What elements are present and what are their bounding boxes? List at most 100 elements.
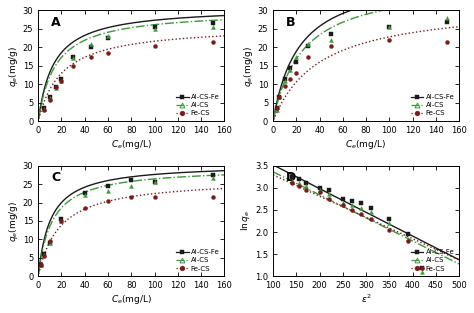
Point: [288, 174, 295, 179]
Point: [104, 189, 112, 194]
Y-axis label: $q_e$(mg/g): $q_e$(mg/g): [7, 45, 20, 86]
Point: [40, 253, 48, 258]
Point: [348, 208, 356, 213]
Point: [81, 206, 89, 211]
Point: [209, 176, 217, 181]
Point: [151, 194, 158, 199]
Point: [339, 196, 346, 201]
Point: [444, 15, 451, 20]
Point: [81, 191, 89, 196]
Point: [69, 63, 77, 68]
Point: [87, 41, 94, 46]
Point: [325, 196, 333, 201]
Point: [46, 241, 54, 246]
Point: [104, 183, 112, 188]
Point: [348, 198, 356, 203]
Text: D: D: [286, 171, 296, 184]
Point: [367, 210, 374, 215]
Point: [287, 67, 294, 72]
Point: [304, 54, 312, 59]
X-axis label: $C_e$(mg/L): $C_e$(mg/L): [346, 138, 387, 151]
Point: [37, 263, 45, 268]
Point: [358, 205, 365, 210]
Legend: Al-CS-Fe, Al-CS, Fe-CS: Al-CS-Fe, Al-CS, Fe-CS: [410, 248, 456, 273]
Point: [58, 218, 65, 223]
Point: [128, 194, 135, 199]
Point: [104, 198, 112, 203]
Point: [385, 221, 393, 226]
Point: [128, 183, 135, 188]
Point: [367, 216, 374, 221]
Point: [273, 106, 280, 111]
Point: [151, 180, 158, 185]
Point: [46, 97, 54, 102]
Point: [292, 71, 300, 76]
Point: [302, 183, 310, 188]
Point: [281, 84, 289, 89]
Point: [304, 41, 312, 46]
Point: [69, 56, 77, 61]
Point: [87, 54, 94, 59]
Point: [358, 212, 365, 217]
Point: [288, 179, 295, 184]
Point: [358, 201, 365, 206]
Point: [58, 218, 65, 223]
Point: [325, 187, 333, 192]
Point: [46, 95, 54, 100]
Point: [209, 21, 217, 26]
Point: [444, 19, 451, 24]
Point: [316, 187, 323, 192]
Point: [339, 203, 346, 208]
Point: [46, 239, 54, 244]
Point: [40, 252, 48, 257]
Point: [209, 172, 217, 177]
Point: [418, 269, 426, 275]
Point: [40, 107, 48, 112]
Point: [295, 181, 302, 186]
Text: A: A: [51, 16, 61, 29]
Point: [128, 178, 135, 183]
Point: [275, 95, 283, 100]
Point: [37, 263, 45, 268]
Point: [40, 106, 48, 111]
Point: [104, 50, 112, 55]
Point: [404, 236, 412, 241]
Point: [40, 254, 48, 259]
Point: [418, 265, 426, 270]
Point: [273, 106, 280, 111]
Point: [58, 217, 65, 222]
Point: [292, 54, 300, 59]
Point: [295, 183, 302, 188]
Point: [275, 95, 283, 100]
Point: [304, 43, 312, 48]
Point: [58, 76, 65, 81]
Point: [288, 181, 295, 186]
Point: [46, 96, 54, 101]
Point: [46, 241, 54, 246]
Point: [404, 232, 412, 237]
Point: [151, 43, 158, 48]
Point: [367, 205, 374, 210]
Legend: Al-CS-Fe, Al-CS, Fe-CS: Al-CS-Fe, Al-CS, Fe-CS: [175, 93, 221, 118]
Point: [418, 265, 426, 270]
Point: [316, 190, 323, 195]
X-axis label: $C_e$(mg/L): $C_e$(mg/L): [110, 293, 152, 306]
Point: [348, 203, 356, 208]
Point: [151, 24, 158, 29]
Point: [385, 227, 393, 232]
Point: [339, 201, 346, 206]
Point: [302, 181, 310, 186]
Point: [209, 24, 217, 29]
Point: [287, 76, 294, 81]
Point: [69, 54, 77, 59]
Point: [58, 78, 65, 83]
Point: [37, 263, 45, 268]
Point: [209, 39, 217, 44]
Point: [40, 108, 48, 113]
Point: [385, 24, 393, 29]
Point: [273, 108, 280, 113]
Point: [444, 39, 451, 44]
Point: [275, 95, 283, 100]
Point: [281, 76, 289, 81]
Point: [328, 43, 335, 48]
